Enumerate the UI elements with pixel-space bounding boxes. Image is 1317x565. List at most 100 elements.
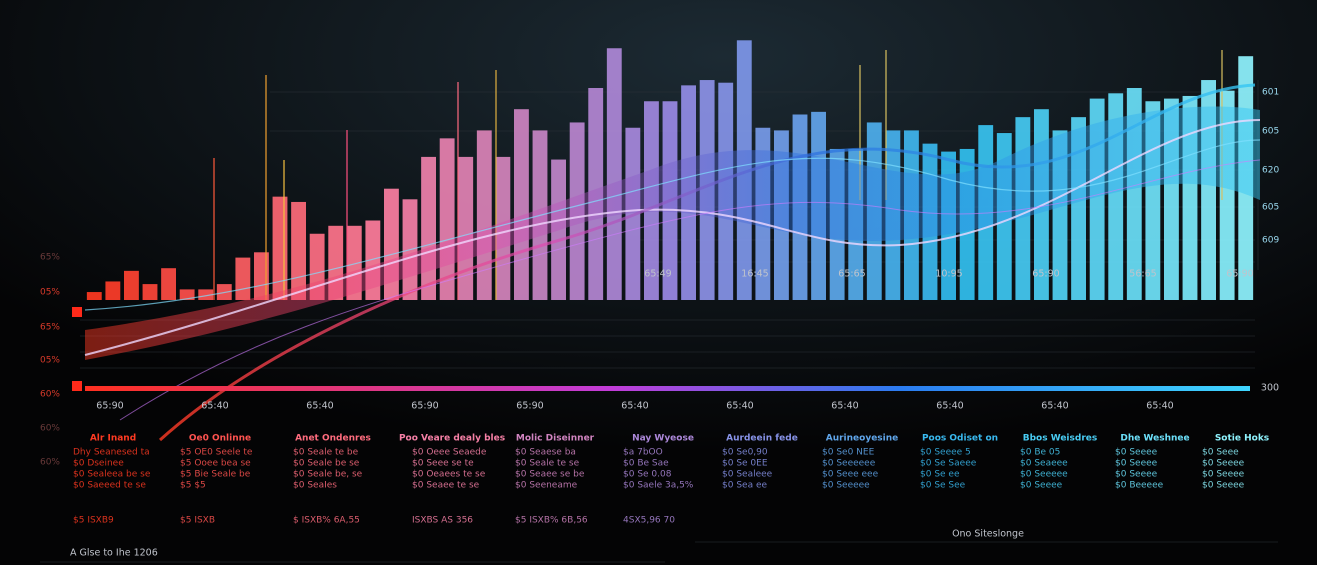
column-line: $0 Seeee (1020, 481, 1063, 491)
column-footer: 4SX5,96 70 (623, 516, 675, 526)
column-line: $0 Sea ee (722, 481, 767, 491)
left-label: 05% (40, 356, 60, 366)
column-line: $0 Be Sae (623, 459, 669, 469)
column-title: Poo Veare dealy bles (399, 434, 505, 444)
column-line: $a 7bOO (623, 448, 663, 458)
column-line: $0 Seeee (1202, 470, 1245, 480)
row-label: 65:40 (201, 401, 228, 412)
left-label: 05% (40, 288, 60, 298)
row-label: 65:40 (1041, 401, 1068, 412)
row-label: 65:40 (1146, 401, 1173, 412)
x-label: 16:45 (741, 269, 768, 280)
right-label: 620 (1262, 166, 1279, 176)
row-label: 65:90 (411, 401, 438, 412)
column-line: Dhy Seanesed ta (73, 448, 150, 458)
right-label: 605 (1262, 203, 1279, 213)
caption-left: A Glse to Ihe 1206 (70, 548, 158, 559)
column-line: $0 Seale be se (293, 459, 360, 469)
column-title: Sotie Hoks (1215, 434, 1269, 444)
marker (72, 307, 82, 317)
right-value: 300 (1261, 383, 1279, 394)
marker (72, 381, 82, 391)
column-line: $0 Beeeee (1115, 481, 1164, 491)
column-title: Oe0 Onlinne (189, 434, 251, 444)
column-line: $0 Saele 3a,5% (623, 481, 694, 491)
column-line: $0 Seaee te se (412, 481, 480, 491)
column-line: $0 Oeee Seaede (412, 448, 487, 458)
waves (84, 83, 1261, 442)
bar (514, 109, 529, 300)
column-line: $0 Se ee (920, 470, 960, 480)
right-label: 605 (1262, 127, 1279, 137)
column-line: $0 Seaee se be (515, 470, 585, 480)
column-line: $0 Sealeee (722, 470, 773, 480)
column-footer: $ ISXB% 6A,55 (293, 516, 360, 526)
row-label: 65:40 (831, 401, 858, 412)
column-line: $5 Bie Seale be (180, 470, 251, 480)
x-label: 65:65 (838, 269, 865, 280)
x-label: 56:65 (1129, 269, 1156, 280)
bar (421, 156, 436, 300)
bar (124, 270, 139, 300)
bar (161, 268, 176, 300)
column-title: Nay Wyeose (632, 434, 694, 444)
column-line: $0 Se See (920, 481, 966, 491)
column-title: Aurdeein fede (726, 434, 798, 444)
left-label: 60% (40, 390, 60, 400)
column-line: $0 Seaese ba (515, 448, 576, 458)
row-label: 65:40 (936, 401, 963, 412)
column-line: $0 Se0,90 (722, 448, 768, 458)
bar (476, 130, 492, 300)
left-label: 60% (40, 424, 60, 434)
right-label: 601 (1262, 88, 1279, 98)
column-line: $5 $5 (180, 481, 206, 491)
column-title: Molic Diseinner (516, 434, 595, 444)
column-line: $0 Be 05 (1020, 448, 1060, 458)
column-line: $0 Seee (1202, 448, 1239, 458)
column-title: Dhe Weshnee (1120, 434, 1189, 444)
column-title: Poos Odiset on (922, 434, 998, 444)
column-line: $0 Seale te se (515, 459, 580, 469)
column-title: Aurineoyesine (826, 434, 899, 444)
column-line: $5 Ooee bea se (180, 459, 251, 469)
column-line: $0 Seeee (1202, 459, 1245, 469)
column-line: $0 Seaeee (1020, 459, 1068, 469)
column-line: $0 Seale te be (293, 448, 359, 458)
column-line: $0 Seale be, se (293, 470, 363, 480)
column-line: $0 Seeee (1202, 481, 1245, 491)
bar (606, 48, 622, 300)
bar (105, 281, 121, 300)
column-title: Anet Ondenres (295, 434, 371, 444)
column-line: $0 Seeeee (1020, 470, 1068, 480)
column-line: $0 Seeee (1115, 470, 1158, 480)
row-label: 65:40 (306, 401, 333, 412)
bar (272, 196, 288, 300)
row-label: 65:90 (516, 401, 543, 412)
x-label: 65:90 (1226, 269, 1253, 280)
column-line: $0 SeaIes (293, 481, 337, 491)
column-line: $0 Dseinee (73, 459, 124, 469)
column-line: $0 Seeeee (822, 481, 870, 491)
x-label: 10:95 (935, 269, 962, 280)
row-label: 65:90 (96, 401, 123, 412)
column-line: $0 Seeee 5 (920, 448, 971, 458)
column-footer: $5 ISXB% 6B,56 (515, 516, 588, 526)
column-line: $0 Seeneame (515, 481, 578, 491)
left-label: 60% (40, 458, 60, 468)
bar (254, 252, 269, 300)
left-label: 65% (40, 253, 60, 263)
timeline-band (85, 386, 1250, 391)
row-label: 65:40 (726, 401, 753, 412)
row-label: 65:40 (621, 401, 648, 412)
bar (235, 257, 251, 300)
bar (142, 284, 158, 300)
x-label: 65:90 (1032, 269, 1059, 280)
column-line: $0 Seee eee (822, 470, 879, 480)
bar (458, 156, 474, 300)
column-line: $0 Se 0EE (722, 459, 768, 469)
caption-right: Ono Siteslonge (952, 529, 1024, 540)
bar (86, 292, 102, 300)
x-label: 65:49 (644, 269, 671, 280)
column-line: $0 Se0 NEE (822, 448, 875, 458)
